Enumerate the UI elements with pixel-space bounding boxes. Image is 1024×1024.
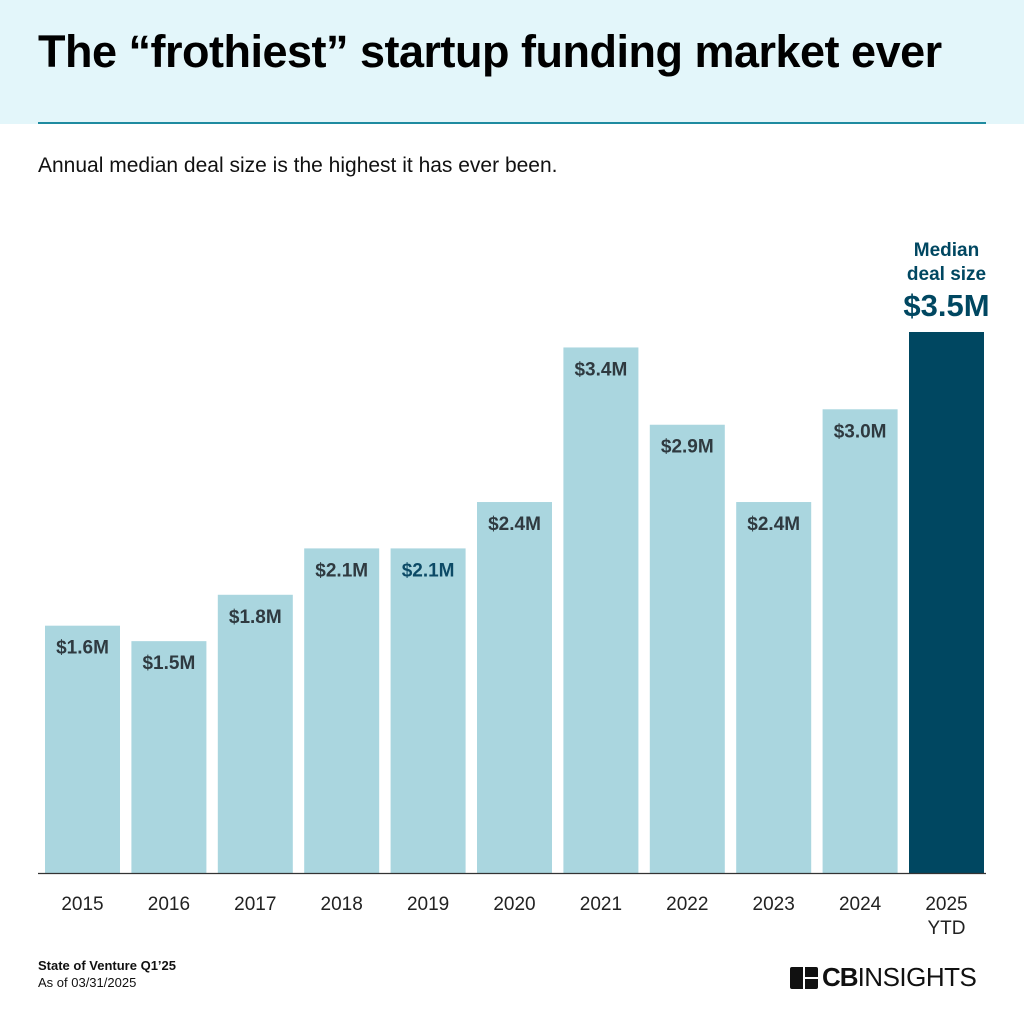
data-label: $2.4M	[488, 514, 541, 535]
data-label: $1.6M	[56, 638, 109, 659]
bar-2016	[131, 641, 207, 873]
cb-logo-icon	[790, 966, 818, 989]
x-tick-label: 2020	[493, 894, 535, 915]
cb-insights-logo: CB INSIGHTS	[790, 962, 977, 993]
page-title: The “frothiest” startup funding market e…	[38, 26, 942, 77]
bar-2017	[217, 594, 293, 873]
header-band	[0, 0, 1024, 124]
bar-2015	[45, 625, 120, 873]
bar-2024	[822, 409, 898, 873]
data-label: $1.5M	[142, 653, 195, 674]
bar-2025-YTD	[909, 332, 984, 873]
x-tick-label: 2017	[234, 894, 276, 915]
data-label: $2.1M	[402, 560, 455, 581]
title-divider	[38, 122, 986, 124]
bar-2019	[390, 548, 466, 873]
annotation-line2: deal size	[907, 264, 986, 285]
x-tick-label: 2025	[925, 894, 967, 915]
x-tick-label: 2018	[321, 894, 363, 915]
x-tick-label: 2015	[61, 894, 103, 915]
data-label: $2.1M	[315, 560, 368, 581]
data-label: $2.9M	[661, 437, 714, 458]
data-label: $3.4M	[574, 359, 627, 380]
x-tick-label: 2021	[580, 894, 622, 915]
bar-2018	[304, 548, 380, 873]
bar-2021	[563, 347, 639, 873]
bar-2022	[649, 424, 725, 873]
subtitle: Annual median deal size is the highest i…	[38, 154, 558, 177]
annotation-value: $3.5M	[903, 288, 989, 323]
source-label: State of Venture Q1’25	[38, 958, 176, 973]
annotation-line1: Median	[914, 240, 979, 261]
data-label: $1.8M	[229, 607, 282, 628]
logo-text-light: INSIGHTS	[857, 962, 977, 992]
logo-text-bold: CB	[822, 962, 859, 992]
bar-2023	[736, 502, 812, 873]
x-tick-label: 2023	[753, 894, 795, 915]
x-tick-label: 2022	[666, 894, 708, 915]
x-tick-label: YTD	[928, 918, 966, 939]
x-tick-label: 2016	[148, 894, 190, 915]
data-label: $3.0M	[834, 421, 887, 442]
as-of-date: As of 03/31/2025	[38, 975, 137, 990]
bar-2020	[477, 502, 552, 873]
x-tick-label: 2019	[407, 894, 449, 915]
x-tick-label: 2024	[839, 894, 882, 915]
data-label: $2.4M	[747, 514, 800, 535]
